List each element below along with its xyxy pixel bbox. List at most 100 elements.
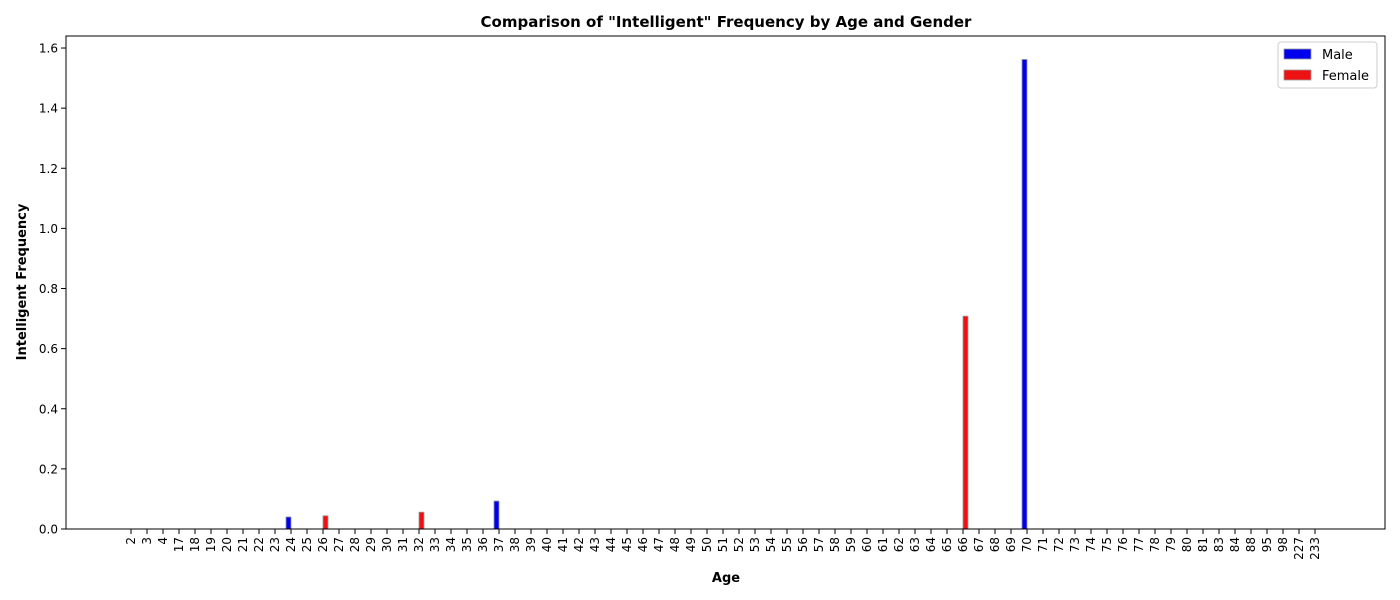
x-tick-label: 84	[1228, 537, 1242, 552]
x-tick-label: 2	[124, 537, 138, 545]
bar-female-66	[962, 315, 969, 530]
x-tick-label: 36	[476, 537, 490, 552]
y-tick-label: 1.4	[39, 102, 58, 116]
x-tick-label: 74	[1084, 537, 1098, 552]
y-tick-label: 1.0	[39, 222, 58, 236]
x-tick-label: 69	[1004, 537, 1018, 552]
bar-male-70	[1021, 59, 1028, 530]
x-tick-label: 3	[140, 537, 154, 545]
x-tick-label: 38	[508, 537, 522, 552]
x-tick-label: 83	[1212, 537, 1226, 552]
x-axis-label: Age	[712, 571, 740, 586]
y-tick-label: 0.8	[39, 282, 58, 296]
x-tick-label: 76	[1116, 537, 1130, 552]
x-tick-label: 22	[252, 537, 266, 552]
x-tick-label: 40	[540, 537, 554, 552]
x-tick-label: 18	[188, 537, 202, 552]
x-tick-label: 26	[316, 537, 330, 552]
y-axis: 0.0 0.2 0.4 0.6 0.8 1.0 1.2 1.4 1.6	[39, 42, 66, 537]
x-tick-label: 49	[684, 537, 698, 552]
x-tick-label: 37	[492, 537, 506, 552]
y-axis-label: Intelligent Frequency	[15, 203, 30, 360]
x-tick-label: 35	[460, 537, 474, 552]
bar-male-37	[493, 500, 500, 530]
y-tick-label: 0.2	[39, 462, 58, 476]
x-tick-label: 51	[716, 537, 730, 552]
x-tick-label: 21	[236, 537, 250, 552]
x-tick-label: 41	[556, 537, 570, 552]
plot-area	[65, 35, 1386, 530]
x-tick-label: 81	[1196, 537, 1210, 552]
x-tick-label: 39	[524, 537, 538, 552]
x-tick-label: 75	[1100, 537, 1114, 552]
x-tick-label: 17	[172, 537, 186, 552]
legend-swatch-female	[1283, 69, 1312, 81]
x-tick-label: 42	[572, 537, 586, 552]
y-tick-label: 0.6	[39, 342, 58, 356]
x-tick-label: 77	[1132, 537, 1146, 552]
x-tick-label: 60	[860, 537, 874, 552]
x-tick-label: 62	[892, 537, 906, 552]
x-tick-label: 227	[1292, 537, 1306, 560]
x-tick-label: 66	[956, 537, 970, 552]
x-tick-label: 95	[1260, 537, 1274, 552]
x-tick-label: 88	[1244, 537, 1258, 552]
x-tick-label: 64	[924, 537, 938, 552]
x-tick-label: 43	[588, 537, 602, 552]
bar-female-26	[322, 515, 329, 530]
x-tick-label: 98	[1276, 537, 1290, 552]
x-tick-label: 31	[396, 537, 410, 552]
legend-swatch-male	[1283, 48, 1312, 60]
x-tick-label: 25	[300, 537, 314, 552]
legend-label-male: Male	[1322, 48, 1353, 63]
y-tick-label: 1.2	[39, 162, 58, 176]
x-tick-label: 47	[652, 537, 666, 552]
x-tick-label: 78	[1148, 537, 1162, 552]
x-tick-label: 30	[380, 537, 394, 552]
x-tick-label: 44	[604, 537, 618, 552]
bar-male-24	[285, 516, 292, 530]
x-tick-label: 23	[268, 537, 282, 552]
y-tick-label: 0.0	[39, 523, 58, 537]
x-tick-label: 24	[284, 537, 298, 552]
x-tick-label: 57	[812, 537, 826, 552]
x-axis: 2 3 4 17 18 19 20 21 22 23 24 25 26 27 28 29 30 31 32 33 34 3…	[124, 529, 1322, 560]
x-tick-label: 233	[1308, 537, 1322, 560]
x-tick-label: 19	[204, 537, 218, 552]
x-tick-label: 71	[1036, 537, 1050, 552]
x-tick-label: 58	[828, 537, 842, 552]
y-tick-label: 0.4	[39, 402, 58, 416]
x-tick-label: 56	[796, 537, 810, 552]
x-tick-label: 32	[412, 537, 426, 552]
x-tick-label: 55	[780, 537, 794, 552]
x-tick-label: 20	[220, 537, 234, 552]
x-tick-label: 65	[940, 537, 954, 552]
x-tick-label: 29	[364, 537, 378, 552]
x-tick-label: 50	[700, 537, 714, 552]
x-tick-label: 72	[1052, 537, 1066, 552]
x-tick-label: 34	[444, 537, 458, 552]
x-tick-label: 45	[620, 537, 634, 552]
x-tick-label: 4	[156, 537, 170, 545]
chart-title: Comparison of "Intelligent" Frequency by…	[481, 13, 973, 31]
x-tick-label: 79	[1164, 537, 1178, 552]
x-tick-label: 48	[668, 537, 682, 552]
x-tick-label: 28	[348, 537, 362, 552]
x-tick-label: 70	[1020, 537, 1034, 552]
x-tick-label: 52	[732, 537, 746, 552]
x-tick-label: 53	[748, 537, 762, 552]
x-tick-label: 63	[908, 537, 922, 552]
x-tick-label: 61	[876, 537, 890, 552]
x-tick-label: 54	[764, 537, 778, 552]
x-tick-label: 27	[332, 537, 346, 552]
legend-label-female: Female	[1322, 69, 1369, 84]
x-tick-label: 33	[428, 537, 442, 552]
x-tick-label: 46	[636, 537, 650, 552]
y-tick-label: 1.6	[39, 42, 58, 56]
legend: Male Female	[1277, 41, 1378, 89]
x-tick-label: 80	[1180, 537, 1194, 552]
x-tick-label: 67	[972, 537, 986, 552]
x-tick-label: 73	[1068, 537, 1082, 552]
x-tick-label: 68	[988, 537, 1002, 552]
